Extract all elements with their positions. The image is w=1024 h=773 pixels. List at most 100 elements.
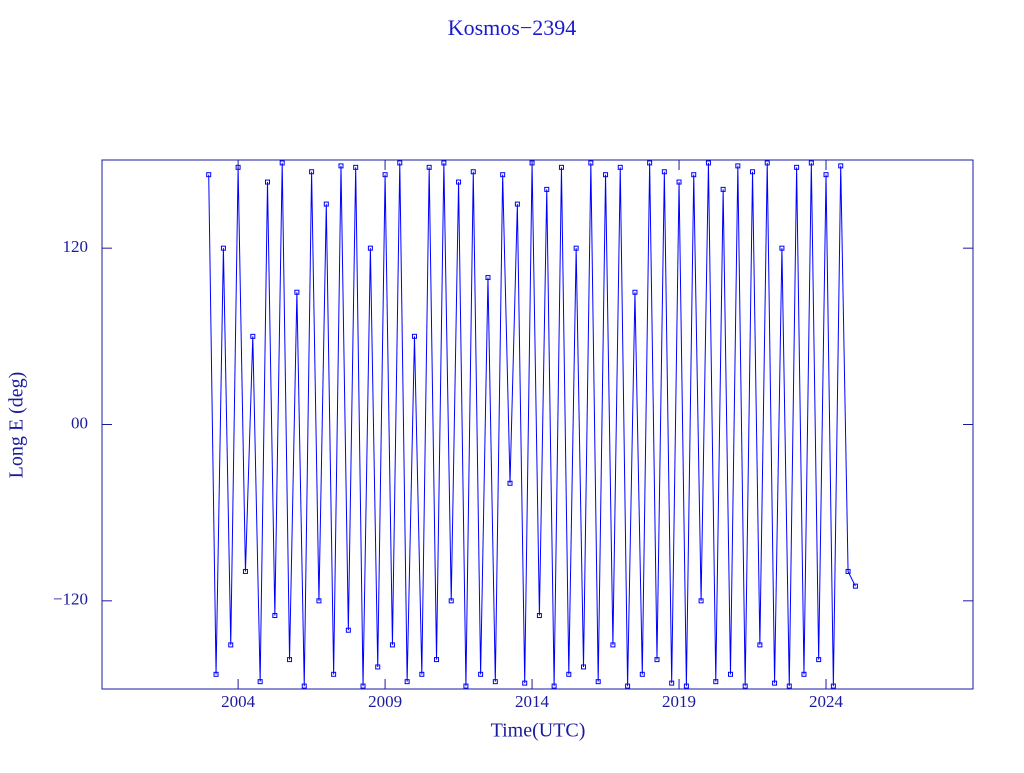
point-marker: [389, 642, 395, 648]
point-marker: [375, 664, 381, 670]
y-tick-label: −120: [53, 590, 88, 609]
point-marker: [757, 642, 763, 648]
point-marker: [279, 160, 285, 166]
point-marker: [742, 683, 748, 689]
point-marker: [323, 201, 329, 207]
point-marker: [411, 333, 417, 339]
point-marker: [720, 186, 726, 192]
point-marker: [691, 172, 697, 178]
point-marker: [294, 289, 300, 295]
point-marker: [727, 671, 733, 677]
point-marker: [566, 671, 572, 677]
point-marker: [764, 160, 770, 166]
point-marker: [316, 598, 322, 604]
point-marker: [272, 613, 278, 619]
point-marker: [301, 683, 307, 689]
y-axis-label: Long E (deg): [6, 372, 28, 479]
point-marker: [654, 657, 660, 663]
chart-title: Kosmos−2394: [448, 15, 577, 40]
point-marker: [463, 683, 469, 689]
point-marker: [309, 169, 315, 175]
y-tick-label: 120: [63, 237, 89, 256]
point-marker: [250, 333, 256, 339]
point-marker: [441, 160, 447, 166]
point-marker: [507, 480, 513, 486]
point-marker: [220, 245, 226, 251]
point-marker: [647, 160, 653, 166]
point-marker: [522, 680, 528, 686]
point-marker: [705, 160, 711, 166]
point-marker: [397, 160, 403, 166]
point-marker: [514, 201, 520, 207]
point-marker: [838, 163, 844, 169]
point-marker: [625, 683, 631, 689]
point-marker: [735, 163, 741, 169]
x-axis-label: Time(UTC): [491, 720, 586, 742]
point-marker: [581, 664, 587, 670]
point-marker: [228, 642, 234, 648]
point-marker: [786, 683, 792, 689]
point-marker: [661, 169, 667, 175]
point-marker: [558, 164, 564, 170]
x-tick-label: 2019: [662, 692, 696, 711]
x-tick-label: 2014: [515, 692, 550, 711]
point-marker: [573, 245, 579, 251]
x-tick-label: 2009: [368, 692, 402, 711]
point-marker: [632, 289, 638, 295]
point-marker: [639, 671, 645, 677]
point-marker: [492, 679, 498, 685]
point-marker: [544, 186, 550, 192]
x-tick-label: 2024: [809, 692, 844, 711]
point-marker: [713, 679, 719, 685]
point-marker: [434, 657, 440, 663]
point-marker: [852, 583, 858, 589]
point-marker: [617, 164, 623, 170]
point-marker: [257, 679, 263, 685]
point-marker: [242, 568, 248, 574]
point-marker: [698, 598, 704, 604]
point-marker: [676, 179, 682, 185]
point-marker: [213, 671, 219, 677]
point-marker: [353, 164, 359, 170]
point-marker: [588, 160, 594, 166]
point-marker: [794, 164, 800, 170]
point-marker: [264, 179, 270, 185]
y-tick-label: 00: [71, 413, 88, 432]
point-marker: [345, 627, 351, 633]
point-marker: [360, 683, 366, 689]
point-marker: [823, 172, 829, 178]
point-marker: [382, 172, 388, 178]
series-line: [208, 162, 856, 687]
point-marker: [206, 172, 212, 178]
point-marker: [536, 613, 542, 619]
point-marker: [367, 245, 373, 251]
point-marker: [595, 679, 601, 685]
point-marker: [287, 657, 293, 663]
point-marker: [485, 275, 491, 281]
plot-area: [206, 160, 858, 689]
point-marker: [750, 169, 756, 175]
point-marker: [456, 179, 462, 185]
point-marker: [426, 164, 432, 170]
x-tick-label: 2004: [221, 692, 256, 711]
point-marker: [816, 657, 822, 663]
point-marker: [478, 671, 484, 677]
point-marker: [331, 671, 337, 677]
point-marker: [683, 683, 689, 689]
point-marker: [845, 568, 851, 574]
point-marker: [404, 679, 410, 685]
point-marker: [830, 683, 836, 689]
point-marker: [603, 172, 609, 178]
point-marker: [338, 163, 344, 169]
point-marker: [669, 680, 675, 686]
point-marker: [779, 245, 785, 251]
point-marker: [808, 160, 814, 166]
point-marker: [448, 598, 454, 604]
point-marker: [551, 683, 557, 689]
point-marker: [419, 671, 425, 677]
point-marker: [500, 172, 506, 178]
point-marker: [801, 671, 807, 677]
point-marker: [772, 680, 778, 686]
point-marker: [470, 169, 476, 175]
